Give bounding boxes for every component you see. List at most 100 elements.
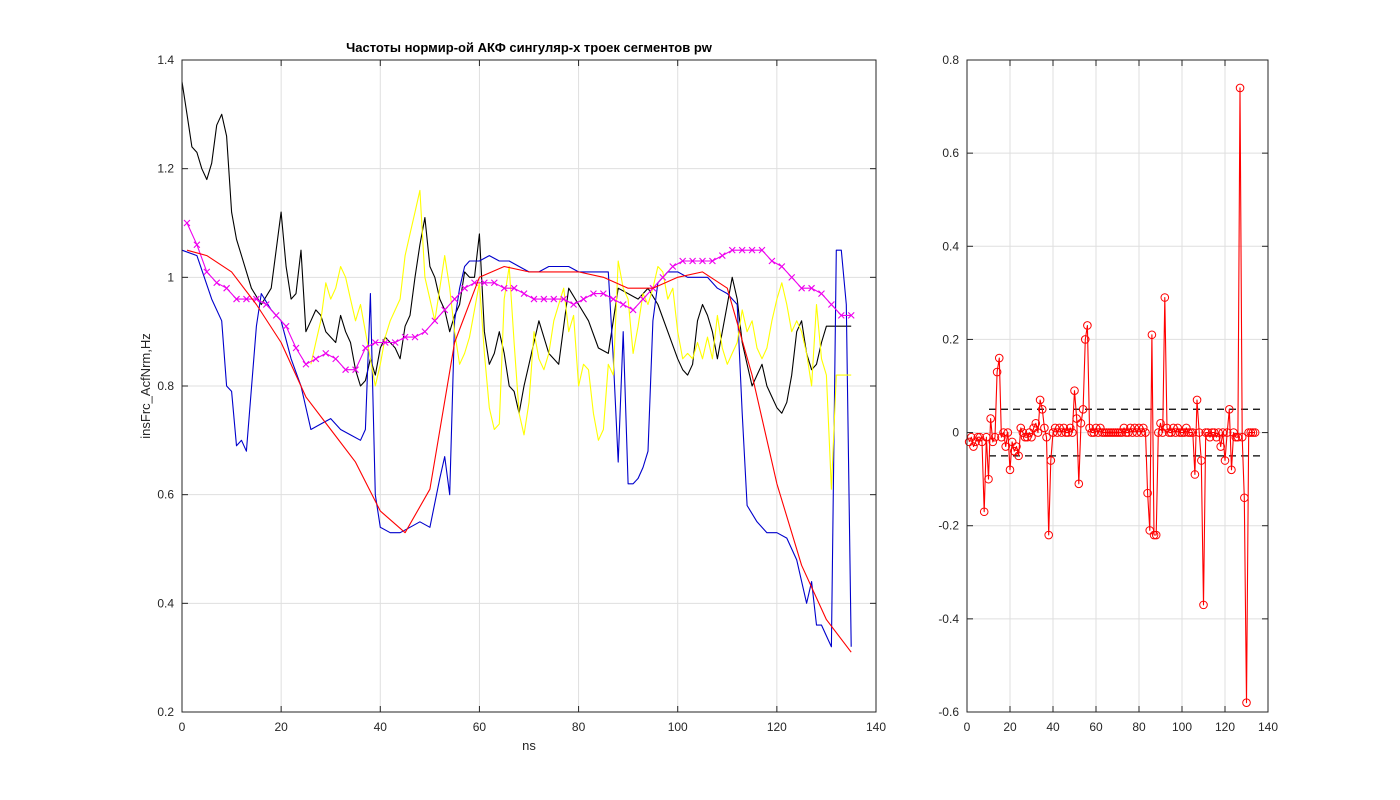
right-series-0-point [1070,386,1079,395]
right-series-0-point [1100,428,1109,437]
right-series-0-point [1179,428,1189,437]
left-series-3-point [709,257,716,265]
right-series-0-point [1190,470,1200,479]
right-series-0-point [1007,437,1017,447]
right-series-0-point [997,432,1006,442]
left-series-3-point [778,263,786,270]
left-series-3-line [186,222,852,371]
right-series-0-point [1130,423,1139,433]
right-plot-area [967,60,1268,712]
left-series-3-point [609,295,617,303]
left-series-3-point [381,339,389,346]
left-series-3-point [352,366,359,374]
left-series-3-point [738,246,746,254]
left-series-3-point [272,311,280,319]
right-series-0-point [1220,456,1230,465]
right-y-tick-label: -0.2 [938,519,959,533]
left-x-tick-label: 20 [274,720,288,734]
left-series-3-point [243,295,250,303]
right-series-0-point [1194,428,1204,437]
right-series-0-point [1035,395,1045,405]
left-grid [182,60,876,712]
left-series-3-point [599,290,607,298]
left-series-3-point [193,241,201,249]
right-series-0-point [1085,423,1094,433]
right-y-tick-label: 0.4 [942,239,959,253]
right-series-0-point [1199,600,1208,610]
right-series-0-point [1192,395,1202,405]
right-series-0-point [1145,526,1155,535]
right-series-0-point [1147,330,1157,340]
right-series-0-point [1151,530,1161,540]
left-series-3-point [550,295,558,303]
right-series-0-point [1012,442,1021,451]
left-series-3-point [590,290,597,298]
left-series-3-point [679,257,687,265]
right-series-0-point [988,437,998,447]
left-y-axis-label: insFrc_AcfNrm,Hz [138,333,153,438]
right-series-0-point [1078,404,1088,414]
right-series-0-point [1031,418,1041,428]
left-series-3-point [808,284,815,292]
left-series-3-point [818,290,825,298]
left-series-3-point [520,290,528,298]
right-series-0-point [984,474,993,484]
right-series-0-point [1061,428,1071,437]
right-series-0-point [1063,428,1073,437]
left-series-3-point [282,322,290,330]
left-series-3-point [728,246,736,254]
right-series-0-point [1240,493,1249,503]
right-series-0-point [1089,428,1099,437]
right-series-0-point [1033,428,1043,437]
right-x-tick-label: 40 [1046,720,1060,734]
left-series-3-point [718,252,726,259]
right-series-0-point [1160,293,1170,302]
right-series-0-point [1175,428,1185,437]
right-series-0-point [1188,428,1198,437]
right-series-0-point [1149,530,1159,540]
right-y-tick-label: 0 [952,426,959,440]
right-series-0-point [1242,698,1251,707]
right-series-0-point [1001,442,1011,451]
right-series-0-point [1212,432,1221,442]
left-series-3-point [847,311,855,319]
left-x-tick-label: 140 [866,720,886,734]
right-series-0-point [1055,423,1064,433]
right-series-0-point [994,353,1004,363]
left-x-tick-label: 40 [374,720,388,734]
right-series-0-point [1096,423,1105,433]
left-x-tick-label: 100 [668,720,688,734]
left-chart: 0 20 40 60 80 100 120 140 0.2 0.4 0.6 0.8 1 1.2 1.4 Ча… [138,40,886,753]
right-series-0-point [1233,432,1243,442]
right-series-0-point [1037,404,1047,414]
left-ticks: 0 20 40 60 80 100 120 140 0.2 0.4 0.6 0.8 1 1.2 1.4 [157,53,886,734]
right-series-0-point [1044,530,1053,540]
right-series-0-point [1087,428,1096,437]
right-series-0-point [1156,418,1165,428]
right-y-tick-label: 0.2 [942,332,959,346]
left-y-tick-label: 0.4 [157,596,174,610]
right-series-0-point [1201,428,1210,437]
right-series-0-point [1010,446,1019,456]
right-series-0-point [1053,428,1062,437]
right-x-tick-label: 140 [1258,720,1278,734]
right-series-0-point [1083,321,1092,330]
right-series-0-point [1158,428,1167,437]
left-series-3-point [332,355,340,363]
right-x-tick-label: 0 [964,720,971,734]
left-series-3-point [560,295,568,303]
right-y-tick-label: -0.6 [938,705,959,719]
right-series-0-point [1025,428,1034,437]
right-series-0-point [1111,428,1120,437]
right-series-0-point [1014,451,1023,461]
right-series-0-point [1231,432,1241,442]
left-chart-title: Частоты нормир-ой АКФ сингуляр-х троек с… [346,40,713,55]
right-series-0-point [1134,423,1144,433]
right-series-0-point [1162,423,1172,433]
right-series-0-point [1074,479,1084,489]
left-series-3-point [421,328,429,336]
right-series-0-point [1072,414,1081,423]
right-series-0-point [1244,428,1253,437]
right-series-0-point [1128,428,1137,437]
left-series-3-point [768,257,776,265]
